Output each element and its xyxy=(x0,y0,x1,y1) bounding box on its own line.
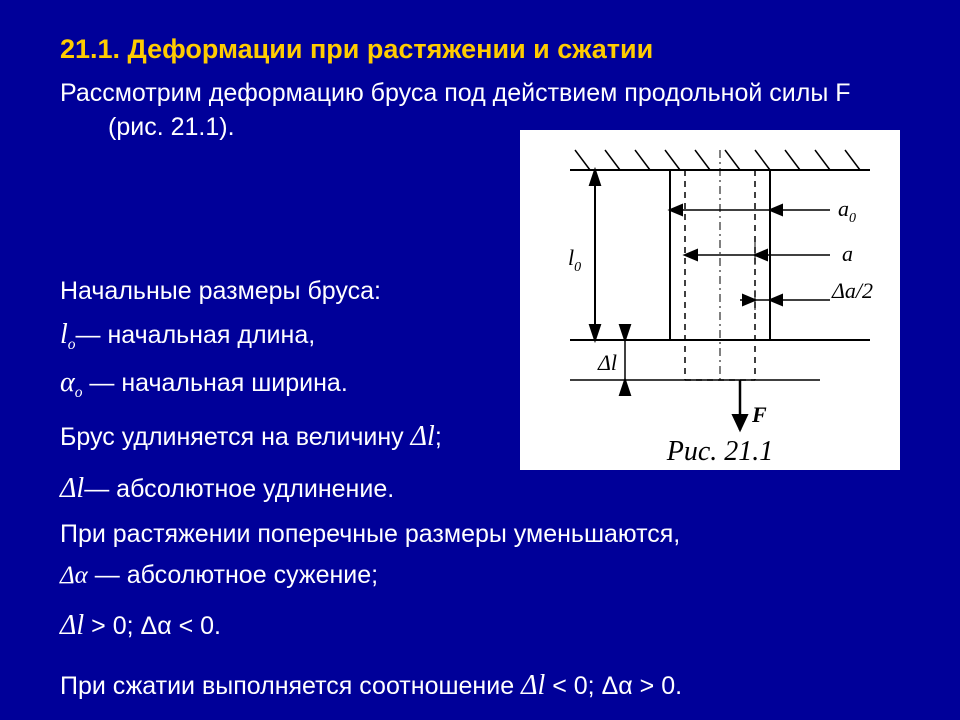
slide: 21.1. Деформации при растяжении и сжатии… xyxy=(0,0,960,720)
narrowing-line: Δα — абсолютное сужение; xyxy=(60,559,910,593)
label-a0: a0 xyxy=(838,196,856,226)
transverse-line: При растяжении поперечные размеры уменьш… xyxy=(60,518,910,552)
figure-caption: Рис. 21.1 xyxy=(666,436,774,467)
compression-line: При сжатии выполняется соотношение Δl < … xyxy=(60,667,910,705)
label-l0: l0 xyxy=(568,245,581,275)
label-dl: Δl xyxy=(597,350,617,375)
l0-definition: lо— начальная длина, xyxy=(60,316,520,356)
label-a: a xyxy=(842,241,853,266)
inequality-tension: Δl > 0; Δα < 0. xyxy=(60,607,910,645)
lower-text-block: При растяжении поперечные размеры уменьш… xyxy=(60,518,910,705)
left-text-block: Начальные размеры бруса: lо— начальная д… xyxy=(60,275,520,508)
diagram-svg: l0 Δl a0 a Δa/2 F Рис. 21.1 xyxy=(520,130,900,470)
label-da2: Δa/2 xyxy=(831,278,873,303)
figure-21-1: l0 Δl a0 a Δa/2 F Рис. 21.1 xyxy=(520,130,900,470)
sizes-title: Начальные размеры бруса: xyxy=(60,275,520,309)
abs-elongation-line: Δl— абсолютное удлинение. xyxy=(60,470,520,508)
label-force: F xyxy=(751,402,767,427)
intro-line-1: Рассмотрим деформацию бруса под действие… xyxy=(60,77,910,111)
section-heading: 21.1. Деформации при растяжении и сжатии xyxy=(60,34,910,65)
elongation-line: Брус удлиняется на величину Δl; xyxy=(60,418,520,456)
a0-definition: αо — начальная ширина. xyxy=(60,364,520,404)
